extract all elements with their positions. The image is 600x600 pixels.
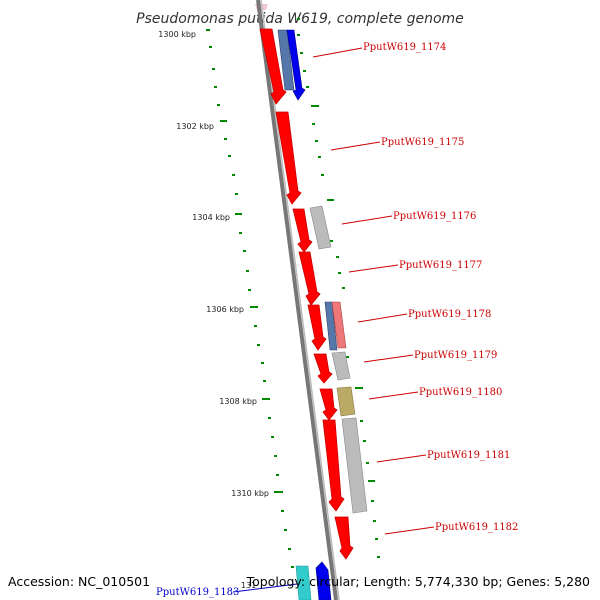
accession-label: Accession: NC_010501 — [8, 574, 151, 589]
feature-track — [277, 29, 368, 514]
gene-arrow[interactable] — [298, 251, 321, 306]
cds-track — [259, 28, 354, 560]
scale-ticks: 1300 kbp 1302 kbp 1304 kbp 1306 kbp 1308… — [158, 30, 269, 590]
gene-arrow[interactable] — [322, 419, 345, 512]
gene-label[interactable]: PputW619_1179 — [414, 350, 497, 361]
gene-arrow[interactable] — [275, 111, 302, 205]
forward-feature-track — [295, 561, 332, 600]
gene-arrow[interactable] — [292, 208, 313, 253]
genome-summary-label: Topology: circular; Length: 5,774,330 bp… — [246, 574, 590, 589]
tick-label: 1302 kbp — [176, 122, 214, 131]
feature-block-grey[interactable] — [341, 417, 368, 514]
gene-label[interactable]: PputW619_1177 — [399, 260, 482, 271]
tick-label: 1310 kbp — [231, 489, 269, 498]
gene-arrow[interactable] — [307, 304, 327, 351]
gene-arrow[interactable] — [259, 28, 287, 105]
feature-block-blue[interactable] — [286, 29, 306, 101]
gene-arrow[interactable] — [319, 388, 338, 421]
gene-label[interactable]: PputW619_1181 — [427, 450, 510, 461]
feature-block-steel[interactable] — [324, 301, 338, 351]
gene-label[interactable]: PputW619_1176 — [393, 211, 476, 222]
gene-labels: PputW619_1174 PputW619_1175 PputW619_117… — [156, 42, 518, 598]
gc-content-inner-track — [206, 29, 294, 568]
gene-label[interactable]: PputW619_1174 — [363, 42, 446, 53]
tick-label: 1300 kbp — [158, 30, 196, 39]
feature-block-khaki[interactable] — [336, 386, 356, 417]
gene-label[interactable]: PputW619_1183 — [156, 587, 239, 598]
tick-label: 1304 kbp — [192, 213, 230, 222]
gene-arrow-forward[interactable] — [315, 561, 332, 600]
feature-block-steel[interactable] — [277, 29, 295, 91]
gene-label[interactable]: PputW619_1182 — [435, 522, 518, 533]
gene-label[interactable]: PputW619_1175 — [381, 137, 464, 148]
feature-block-grey[interactable] — [331, 351, 351, 381]
gc-skew-outer-track — [297, 18, 380, 558]
label-leader-line-blue — [232, 583, 298, 593]
genome-backbone — [256, 0, 338, 600]
gene-arrow[interactable] — [334, 516, 354, 560]
gene-label[interactable]: PputW619_1180 — [419, 387, 502, 398]
tick-label-partial: 131 — [241, 581, 256, 590]
feature-block-cyan[interactable] — [295, 565, 312, 600]
feature-block-pink[interactable] — [331, 301, 347, 349]
tick-label: 1308 kbp — [219, 397, 257, 406]
label-leader-lines — [312, 47, 435, 535]
gene-arrow[interactable] — [313, 353, 333, 384]
tick-label: 1306 kbp — [206, 305, 244, 314]
gene-label[interactable]: PputW619_1178 — [408, 309, 491, 320]
feature-block-grey[interactable] — [309, 205, 332, 250]
